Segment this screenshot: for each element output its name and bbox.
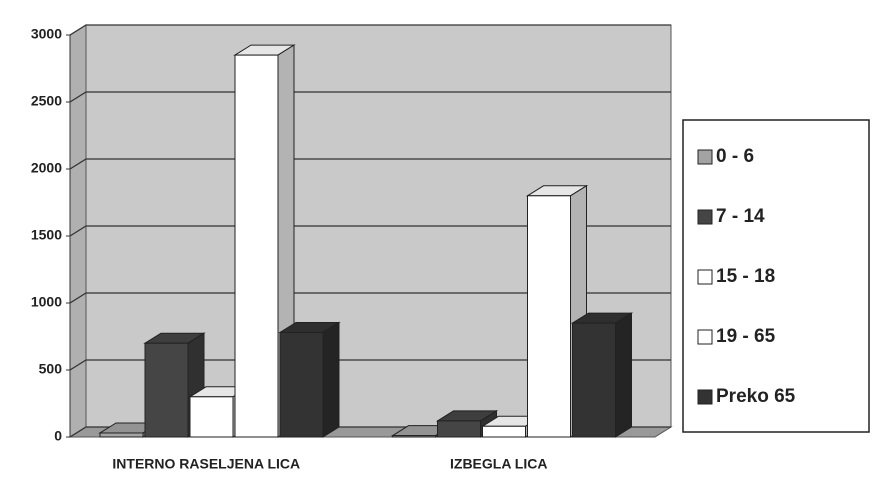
y-tick-label: 3000 (31, 26, 62, 42)
bar-front (482, 425, 526, 438)
legend-swatch (697, 149, 713, 165)
grid-line (69, 359, 671, 371)
legend-box (682, 119, 870, 433)
bar-front (572, 322, 616, 438)
plot-area: 0 500 1000 1500 2000 2500 3000 INTERNO RASELJEN… (31, 24, 673, 472)
bar-front (99, 432, 144, 438)
grid-line (69, 91, 671, 103)
grid-line (69, 158, 671, 170)
bar-side (322, 321, 340, 438)
legend-label: 7 - 14 (716, 206, 765, 227)
bar-front (144, 342, 189, 438)
bar (233, 44, 296, 438)
bar (525, 184, 589, 438)
bar-front (527, 195, 571, 438)
y-tick-label: 1500 (31, 227, 62, 243)
x-tick-label: IZBEGLA LICA (450, 456, 547, 472)
legend-swatch (697, 389, 713, 405)
bar (570, 312, 634, 438)
legend-label: 19 - 65 (716, 326, 776, 347)
legend: 0 - 6 7 - 14 15 - 18 19 - 65 Preko 65 (682, 119, 870, 433)
bar (188, 385, 251, 438)
y-tick-label: 2500 (31, 93, 62, 109)
legend-swatch (697, 269, 713, 285)
legend-swatch (697, 209, 713, 225)
y-tick-label: 500 (39, 361, 63, 377)
legend-label: 15 - 18 (716, 266, 775, 287)
legend-label: Preko 65 (716, 386, 796, 407)
grid-line (69, 225, 671, 237)
legend-label: 0 - 6 (716, 146, 754, 167)
bar-front (189, 396, 234, 438)
y-tick-label: 2000 (31, 160, 62, 176)
y-tick-label: 0 (54, 428, 62, 444)
bar-front (279, 331, 324, 438)
y-tick-label: 1000 (31, 294, 62, 310)
bar-side (615, 312, 632, 438)
x-tick-label: INTERNO RASELJENA LICA (112, 456, 300, 472)
bar-front (437, 420, 481, 438)
grid-line (69, 292, 671, 304)
legend-swatch (697, 329, 713, 345)
grid-line (69, 24, 671, 36)
bar (278, 321, 341, 438)
bar-front (234, 54, 279, 438)
bar-front (392, 435, 436, 438)
